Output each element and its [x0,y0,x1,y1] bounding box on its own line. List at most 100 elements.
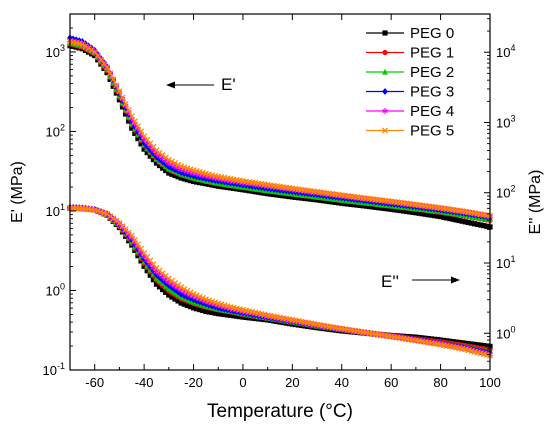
data-point [468,220,475,226]
data-point [437,213,444,220]
data-point [110,76,117,83]
data-point [453,217,459,223]
data-point [428,212,434,218]
data-point [481,223,487,229]
data-point [172,286,178,294]
data-point [156,284,163,290]
data-point [190,305,197,311]
data-point [286,193,292,200]
series-line [69,207,491,357]
data-point [122,100,129,107]
data-point [122,111,129,117]
x-tick-label: -60 [85,375,104,390]
data-point [187,294,194,302]
data-point [348,201,354,207]
data-point [187,177,194,184]
y-axis-left-title: E' (MPa) [9,161,26,223]
data-point [481,343,487,349]
legend-item: PEG 2 [366,64,454,81]
data-point [366,203,373,210]
series-loss-2 [67,204,493,355]
data-point [178,300,184,306]
data-point [129,125,135,131]
data-point [209,309,215,316]
data-point [82,43,89,50]
data-point [465,219,471,226]
data-point [85,45,92,52]
data-point [163,167,169,174]
data-point [172,296,178,302]
data-point [471,221,478,227]
annotations: E' E'' [166,75,460,291]
data-point [138,141,144,147]
data-point [221,311,228,318]
data-point [187,289,194,296]
data-point [283,193,289,199]
data-point [103,64,111,71]
data-point [462,219,468,225]
data-point [292,194,299,200]
data-point [132,130,138,136]
data-point [119,94,126,101]
data-point [160,165,166,171]
data-point [274,192,280,198]
data-point [181,176,187,182]
legend-item: PEG 4 [366,103,454,120]
data-point [370,204,376,210]
data-point [231,313,237,319]
data-point [237,314,243,320]
data-point [419,211,425,217]
data-point [128,232,135,239]
annotation-storage-modulus: E' [221,75,236,94]
x-tick-label: 60 [384,375,398,390]
legend-label: PEG 0 [410,25,454,42]
data-point [113,82,120,89]
data-point [360,203,366,209]
data-point [447,215,453,222]
data-point [215,311,221,317]
arrowhead [451,276,460,284]
data-point [397,207,404,214]
data-point [227,312,234,318]
y-left-tick-label: 100 [46,281,65,298]
series-line [69,207,491,347]
data-point [181,301,187,307]
data-point [166,292,172,298]
data-point [126,118,132,124]
data-point [203,308,209,314]
data-point [116,88,123,95]
data-point [271,191,277,198]
legend-marker [382,88,388,95]
data-point [107,70,114,77]
data-point [172,172,178,179]
series-line [69,207,491,355]
data-point [190,296,197,304]
data-point [184,287,191,294]
series-line [69,207,491,351]
data-point [193,297,200,305]
y-left-tick-label: 101 [46,202,65,219]
y-right-tick-label: 100 [496,324,515,341]
data-point [289,194,295,200]
data-point [441,214,447,220]
data-point [450,216,456,222]
data-point [168,158,175,165]
data-point [134,123,142,130]
data-point [416,210,422,216]
legend-item: PEG 3 [366,84,454,101]
legend-item: PEG 5 [366,123,454,140]
data-point [413,210,419,216]
series-loss-4 [67,204,493,358]
data-point [172,166,178,173]
y-left-tick-label: 103 [46,43,65,60]
x-tick-label: 80 [433,375,447,390]
data-point [373,204,379,210]
data-point [131,118,138,125]
legend-label: PEG 2 [410,64,454,81]
data-point [234,313,240,319]
data-point [144,268,150,274]
x-tick-label: -20 [184,375,203,390]
data-point [434,213,441,219]
legend-item: PEG 0 [366,25,454,42]
y-axis-right-title: E'' (MPa) [527,170,544,235]
